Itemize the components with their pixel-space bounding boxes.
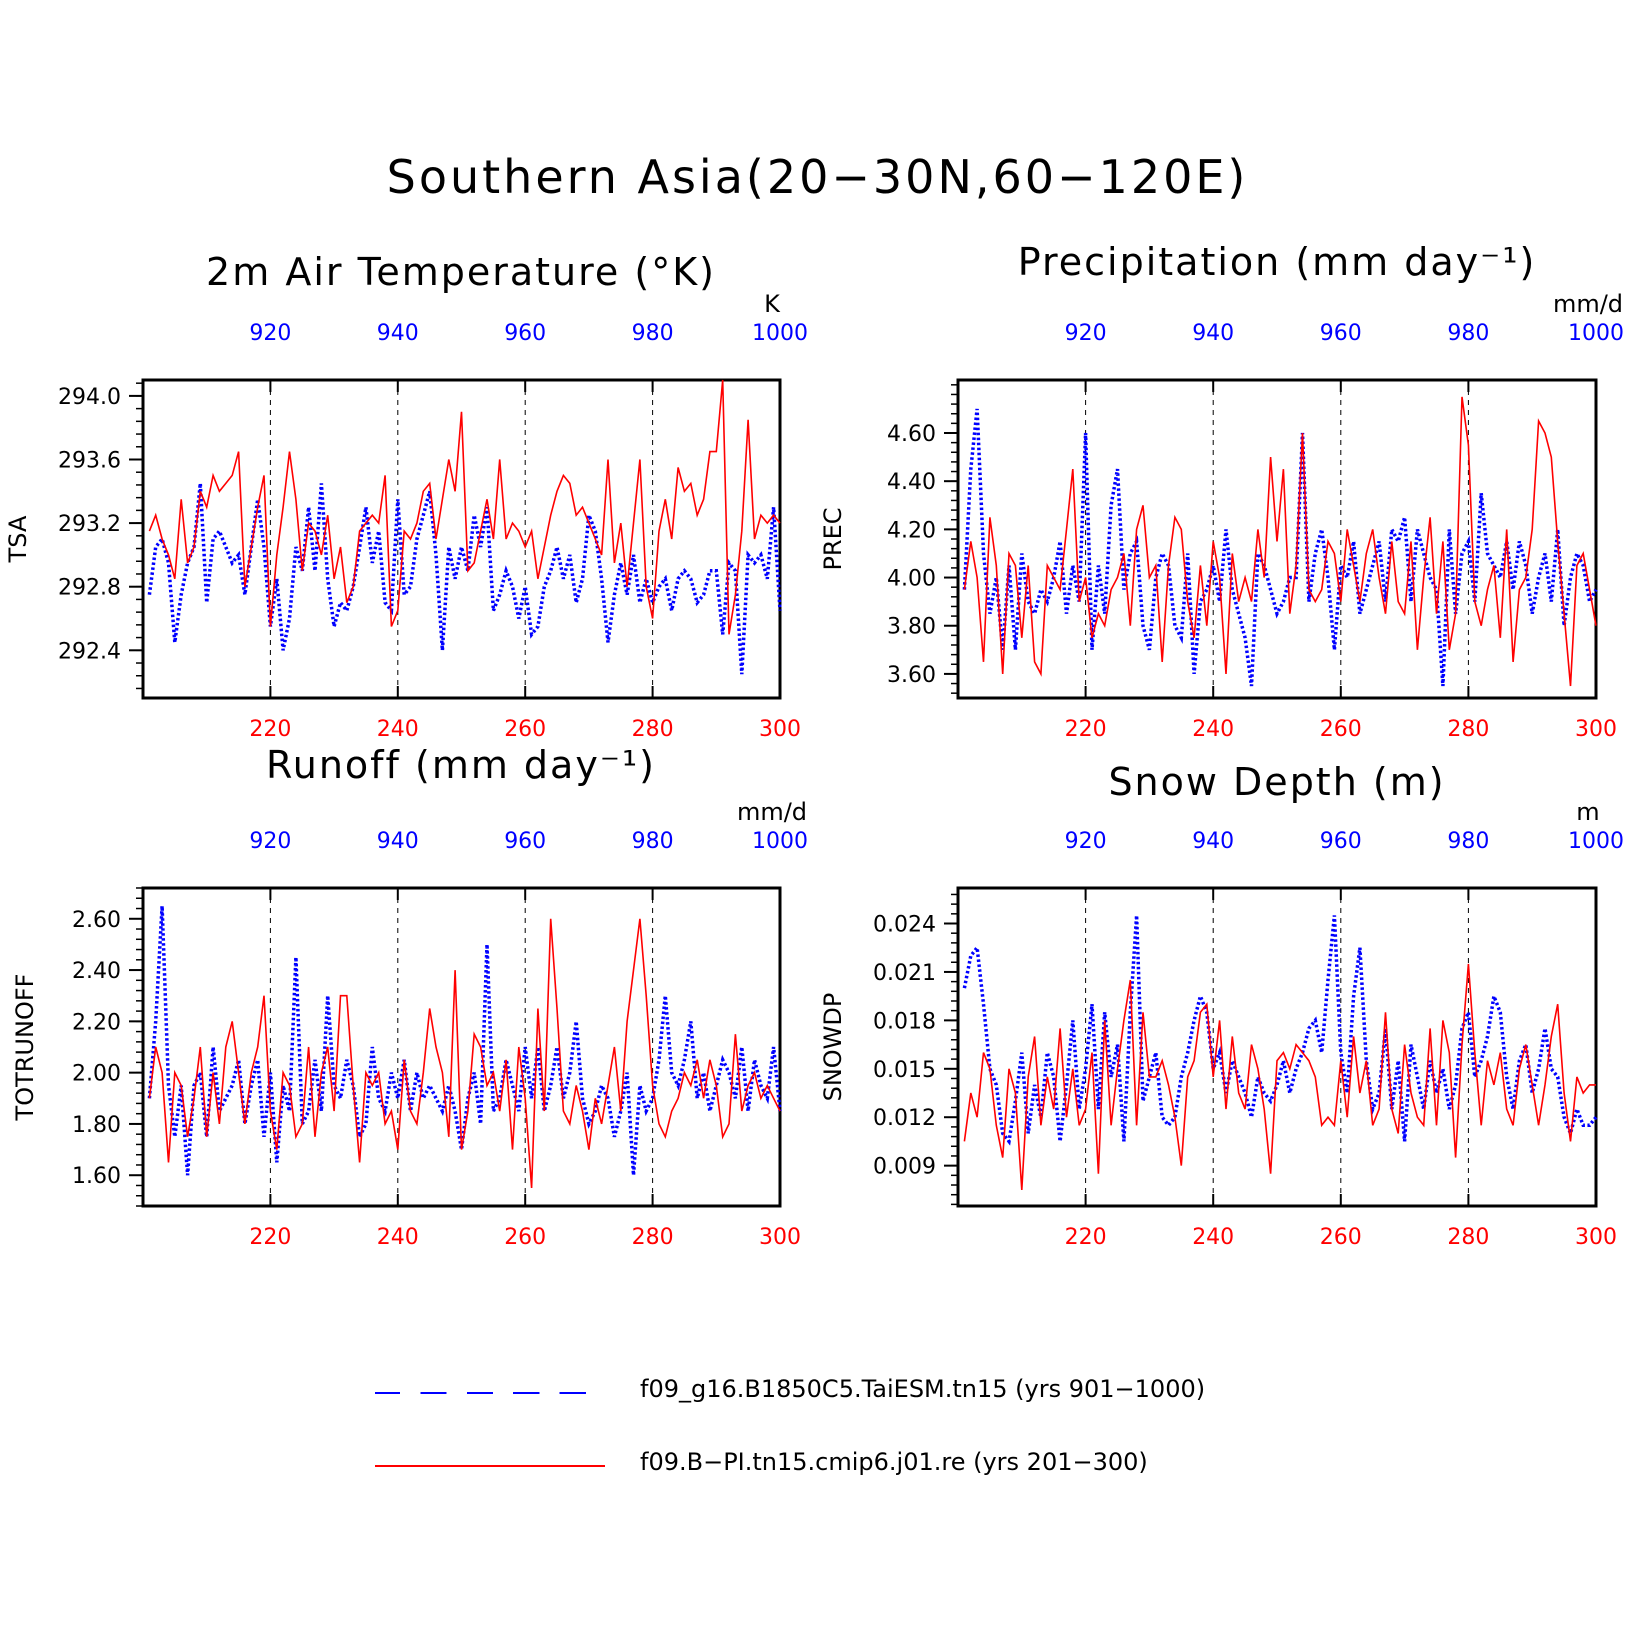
panel2-ylabel: PREC [819,507,847,570]
panel4-top-tick-label-1000: 1000 [1568,829,1624,854]
panel1-units: K [764,290,781,318]
panel1-xtick-label-220: 220 [249,717,291,742]
panel2-xtick-label-260: 260 [1320,717,1362,742]
panel4-top-tick-label-980: 980 [1447,829,1489,854]
panel2-top-tick-label-1000: 1000 [1568,321,1624,346]
panel3-title: Runoff (mm day⁻¹) [266,743,656,787]
panel3-top-tick-label-960: 960 [504,829,546,854]
panel3-xtick-label-260: 260 [504,1225,546,1250]
main-title: Southern Asia(20−30N,60−120E) [386,150,1249,204]
legend-label-blue: f09_g16.B1850C5.TaiESM.tn15 (yrs 901−100… [640,1375,1206,1403]
panel3-series-red-line [148,918,781,1189]
panel2-ytick-label-4.60: 4.60 [887,422,936,447]
panel1-ytick-label-292.4: 292.4 [58,639,121,664]
panel4-ytick-label-0.015: 0.015 [873,1058,936,1083]
legend-label-red: f09.B−PI.tn15.cmip6.j01.re (yrs 201−300) [640,1448,1148,1476]
panel4-xtick-label-280: 280 [1447,1225,1489,1250]
panel4-ytick-label-0.012: 0.012 [873,1106,936,1131]
panel1-ylabel: TSA [4,515,32,563]
panel3-ytick-label-2.00: 2.00 [72,1062,121,1087]
panel4-ytick-label-0.009: 0.009 [873,1155,936,1180]
panel2-ytick-label-4.40: 4.40 [887,470,936,495]
panel1-top-tick-label-980: 980 [632,321,674,346]
panel2-series-red-line [963,396,1597,687]
panel1-title: 2m Air Temperature (°K) [206,250,716,294]
panel1-ytick-label-292.8: 292.8 [58,576,121,601]
legend: f09_g16.B1850C5.TaiESM.tn15 (yrs 901−100… [370,1375,1370,1545]
panel1-xtick-label-260: 260 [504,717,546,742]
panel4-ytick-label-0.018: 0.018 [873,1009,936,1034]
panel3-ytick-label-1.80: 1.80 [72,1113,121,1138]
panel4-top-tick-label-920: 920 [1065,829,1107,854]
panel3-top-tick-label-920: 920 [249,829,291,854]
panel4-series-blue-line [962,915,1598,1146]
panel2-title: Precipitation (mm day⁻¹) [1018,240,1537,284]
panel3-series-blue-line [147,905,782,1176]
legend-item-red: f09.B−PI.tn15.cmip6.j01.re (yrs 201−300) [370,1448,1370,1484]
panel1-series-blue-line [147,483,782,675]
panel3-xtick-label-300: 300 [759,1225,801,1250]
panel3-xtick-label-240: 240 [377,1225,419,1250]
panel1-top-tick-label-1000: 1000 [752,321,808,346]
panel3-top-tick-label-940: 940 [377,829,419,854]
panel1-xtick-label-280: 280 [632,717,674,742]
panel2-xtick-label-300: 300 [1575,717,1617,742]
panel2-xtick-label-280: 280 [1447,717,1489,742]
panel1-top-tick-label-940: 940 [377,321,419,346]
panel4-series-red-line [963,963,1596,1190]
panel2-top-tick-label-920: 920 [1065,321,1107,346]
panel1-ytick-label-293.2: 293.2 [58,512,121,537]
panel3-ytick-label-2.60: 2.60 [72,908,121,933]
panel3-xtick-label-220: 220 [249,1225,291,1250]
panel1-series-red-line [148,379,781,635]
panel4-xtick-label-240: 240 [1192,1225,1234,1250]
panel2-top-tick-label-940: 940 [1192,321,1234,346]
panel3-ytick-label-2.40: 2.40 [72,959,121,984]
panel4-top-tick-label-960: 960 [1320,829,1362,854]
legend-swatch-blue-dashed [375,1392,605,1394]
panel1-ytick-label-294.0: 294.0 [58,385,121,410]
panel3-top-tick-label-1000: 1000 [752,829,808,854]
panel2-series-blue-line [962,408,1598,687]
panel1-top-tick-label-960: 960 [504,321,546,346]
panel2-ytick-label-4.00: 4.00 [887,567,936,592]
panel4-ytick-label-0.024: 0.024 [873,913,936,938]
panel3-ytick-label-2.20: 2.20 [72,1010,121,1035]
panel4-xtick-label-300: 300 [1575,1225,1617,1250]
panel3-ylabel: TOTRUNOFF [11,974,39,1122]
legend-item-blue: f09_g16.B1850C5.TaiESM.tn15 (yrs 901−100… [370,1375,1370,1411]
panel3-ytick-label-1.60: 1.60 [72,1164,121,1189]
legend-swatch-red-solid [375,1465,605,1467]
panel1-top-tick-label-920: 920 [249,321,291,346]
panel1-xtick-label-240: 240 [377,717,419,742]
panel2-ytick-label-3.80: 3.80 [887,615,936,640]
panel3-frame [141,886,782,1208]
panel2-top-tick-label-960: 960 [1320,321,1362,346]
panel3-top-tick-label-980: 980 [632,829,674,854]
panel2-ytick-label-3.60: 3.60 [887,663,936,688]
panel2-xtick-label-220: 220 [1065,717,1107,742]
panel4-xtick-label-260: 260 [1320,1225,1362,1250]
panel4-ytick-label-0.021: 0.021 [873,961,936,986]
panel4-units: m [1576,798,1599,826]
panel1-frame [141,378,782,700]
panel3-units: mm/d [737,798,807,826]
panel2-ytick-label-4.20: 4.20 [887,518,936,543]
panel2-top-tick-label-980: 980 [1447,321,1489,346]
panel2-xtick-label-240: 240 [1192,717,1234,742]
panel4-frame [956,886,1598,1208]
panel2-units: mm/d [1553,290,1623,318]
panel1-xtick-label-300: 300 [759,717,801,742]
panel4-ylabel: SNOWDP [819,993,847,1102]
panel4-title: Snow Depth (m) [1108,760,1445,804]
panel3-xtick-label-280: 280 [632,1225,674,1250]
panel1-ytick-label-293.6: 293.6 [58,449,121,474]
panel4-top-tick-label-940: 940 [1192,829,1234,854]
panel4-xtick-label-220: 220 [1065,1225,1107,1250]
